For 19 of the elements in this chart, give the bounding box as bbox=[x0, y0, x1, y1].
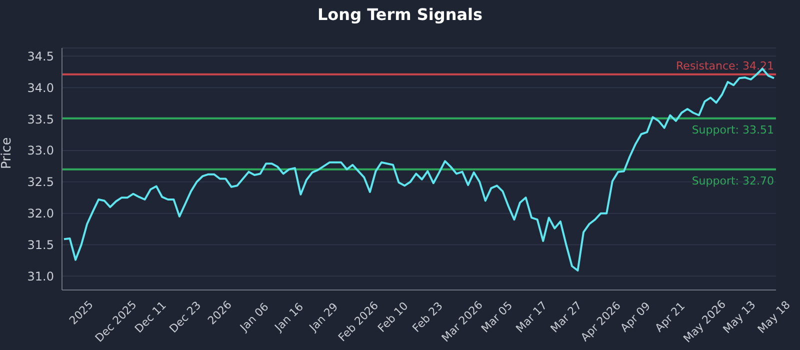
y-tick-label: 32.5 bbox=[27, 175, 54, 190]
x-tick-label: Feb 23 bbox=[410, 299, 446, 335]
y-tick-label: 33.0 bbox=[27, 144, 54, 158]
ref-line-label: Resistance: 34.21 bbox=[676, 59, 774, 72]
x-tick-label: Jan 16 bbox=[272, 300, 306, 335]
ref-line-label: Support: 33.51 bbox=[692, 123, 774, 136]
y-tick-label: 33.5 bbox=[27, 112, 54, 126]
y-axis-title: Price bbox=[0, 137, 15, 169]
ref-line-label: Support: 32.70 bbox=[692, 174, 774, 188]
chart-title: Long Term Signals bbox=[316, 4, 484, 26]
x-tick-label: Apr 21 bbox=[652, 300, 688, 335]
y-tick-label: 31.5 bbox=[27, 238, 54, 252]
x-tick-label: Mar 17 bbox=[513, 299, 550, 336]
y-tick-label: 31.0 bbox=[27, 269, 54, 284]
y-tick-label: 34.0 bbox=[27, 80, 54, 95]
x-tick-label: Jan 06 bbox=[237, 300, 272, 335]
x-tick-label: Dec 23 bbox=[166, 298, 204, 336]
y-tick-label: 32.0 bbox=[27, 206, 54, 221]
y-tick-label: 34.5 bbox=[27, 49, 54, 64]
